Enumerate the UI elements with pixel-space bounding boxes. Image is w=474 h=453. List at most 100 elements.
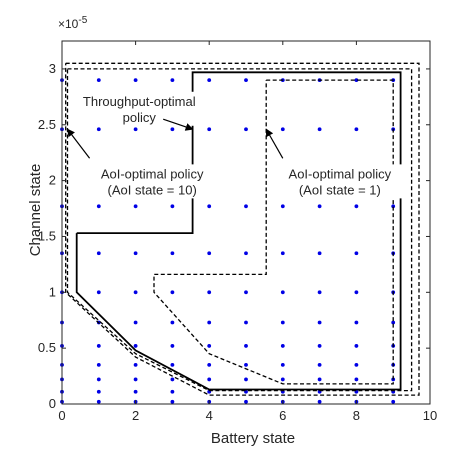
state-point (280, 127, 285, 132)
state-point (244, 251, 248, 256)
state-point (207, 204, 212, 209)
axis-ticks: 0 2 4 6 8 10 0 0.5 1 1.5 2 2.5 3 (38, 41, 437, 423)
x-tick-label: 10 (423, 408, 437, 423)
state-point (244, 78, 248, 82)
y-tick-label: 1 (49, 284, 56, 299)
state-point (96, 290, 101, 295)
annotation-arrow (66, 128, 91, 159)
x-tick-label: 0 (58, 408, 65, 423)
state-point (133, 363, 138, 367)
annotation-text: (AoI state = 10) (108, 182, 197, 197)
y-tick-label: 2.5 (38, 117, 56, 132)
y-axis-exponent-label: ×10-5 (58, 15, 88, 31)
state-point (354, 344, 359, 348)
state-point (317, 320, 322, 325)
state-point (170, 290, 175, 295)
state-point (354, 204, 359, 209)
x-tick-label: 4 (206, 408, 213, 423)
state-point (96, 377, 101, 382)
state-point (244, 320, 248, 325)
annotation-text: AoI-optimal policy (289, 166, 392, 181)
state-point (207, 78, 212, 82)
y-axis-label: Channel state (27, 164, 44, 257)
state-point (244, 399, 248, 404)
state-point (391, 399, 396, 404)
y-exponent-base: ×10 (58, 17, 79, 31)
state-point (170, 377, 175, 382)
annotation-text: policy (123, 110, 157, 125)
state-point (391, 204, 396, 209)
x-tick-label: 8 (353, 408, 360, 423)
state-point (170, 78, 175, 82)
annotation-background (86, 164, 219, 199)
state-point (96, 78, 101, 82)
state-point (244, 204, 248, 209)
state-point (96, 127, 101, 132)
y-tick-label: 1.5 (38, 228, 56, 243)
state-point (354, 127, 359, 132)
state-point (280, 204, 285, 209)
state-point (207, 251, 212, 256)
state-point (317, 251, 322, 256)
state-point (207, 363, 212, 367)
state-point (207, 344, 212, 348)
state-point (354, 363, 359, 367)
state-point (317, 344, 322, 348)
state-point (280, 320, 285, 325)
y-tick-label: 2 (49, 173, 56, 188)
state-point (133, 204, 138, 209)
state-point (354, 290, 359, 295)
annotation-text: AoI-optimal policy (101, 166, 204, 181)
x-tick-label: 6 (279, 408, 286, 423)
annotation-text: Throughput-optimal (83, 94, 196, 109)
state-point (207, 290, 212, 295)
annotation-background (73, 91, 206, 126)
annotation-arrow (265, 128, 284, 159)
y-tick-label: 0.5 (38, 340, 56, 355)
annotation-arrow (163, 118, 194, 131)
state-point (170, 127, 175, 132)
state-point (354, 78, 359, 82)
y-exponent-power: -5 (78, 15, 87, 26)
state-point (354, 251, 359, 256)
state-point (133, 377, 138, 382)
state-point (170, 344, 175, 348)
annotation-text: (AoI state = 1) (299, 182, 381, 197)
plot-area-frame (61, 40, 431, 405)
state-point (133, 344, 138, 348)
state-point (244, 363, 248, 367)
state-point (96, 363, 101, 367)
state-point (207, 377, 212, 382)
state-point (317, 399, 322, 404)
state-point (391, 320, 396, 325)
state-point (170, 363, 175, 367)
state-point (280, 290, 285, 295)
state-point (96, 344, 101, 348)
state-point (133, 320, 138, 325)
state-point (170, 389, 175, 394)
state-point (133, 290, 138, 295)
state-point (244, 127, 248, 132)
state-point (96, 251, 101, 256)
state-point (280, 363, 285, 367)
state-point (244, 344, 248, 348)
state-point (317, 127, 322, 132)
state-point (133, 78, 138, 82)
state-point (317, 204, 322, 209)
state-point (170, 320, 175, 325)
state-point (317, 377, 322, 382)
state-point (354, 377, 359, 382)
state-point (280, 377, 285, 382)
state-point (244, 290, 248, 295)
y-tick-label: 3 (49, 61, 56, 76)
state-point (207, 127, 212, 132)
state-point (170, 204, 175, 209)
state-point (317, 290, 322, 295)
x-tick-label: 2 (132, 408, 139, 423)
state-point (96, 389, 101, 394)
y-tick-label: 0 (49, 396, 56, 411)
state-point (317, 363, 322, 367)
policy-boundary-2 (66, 68, 413, 392)
state-points (60, 78, 396, 404)
